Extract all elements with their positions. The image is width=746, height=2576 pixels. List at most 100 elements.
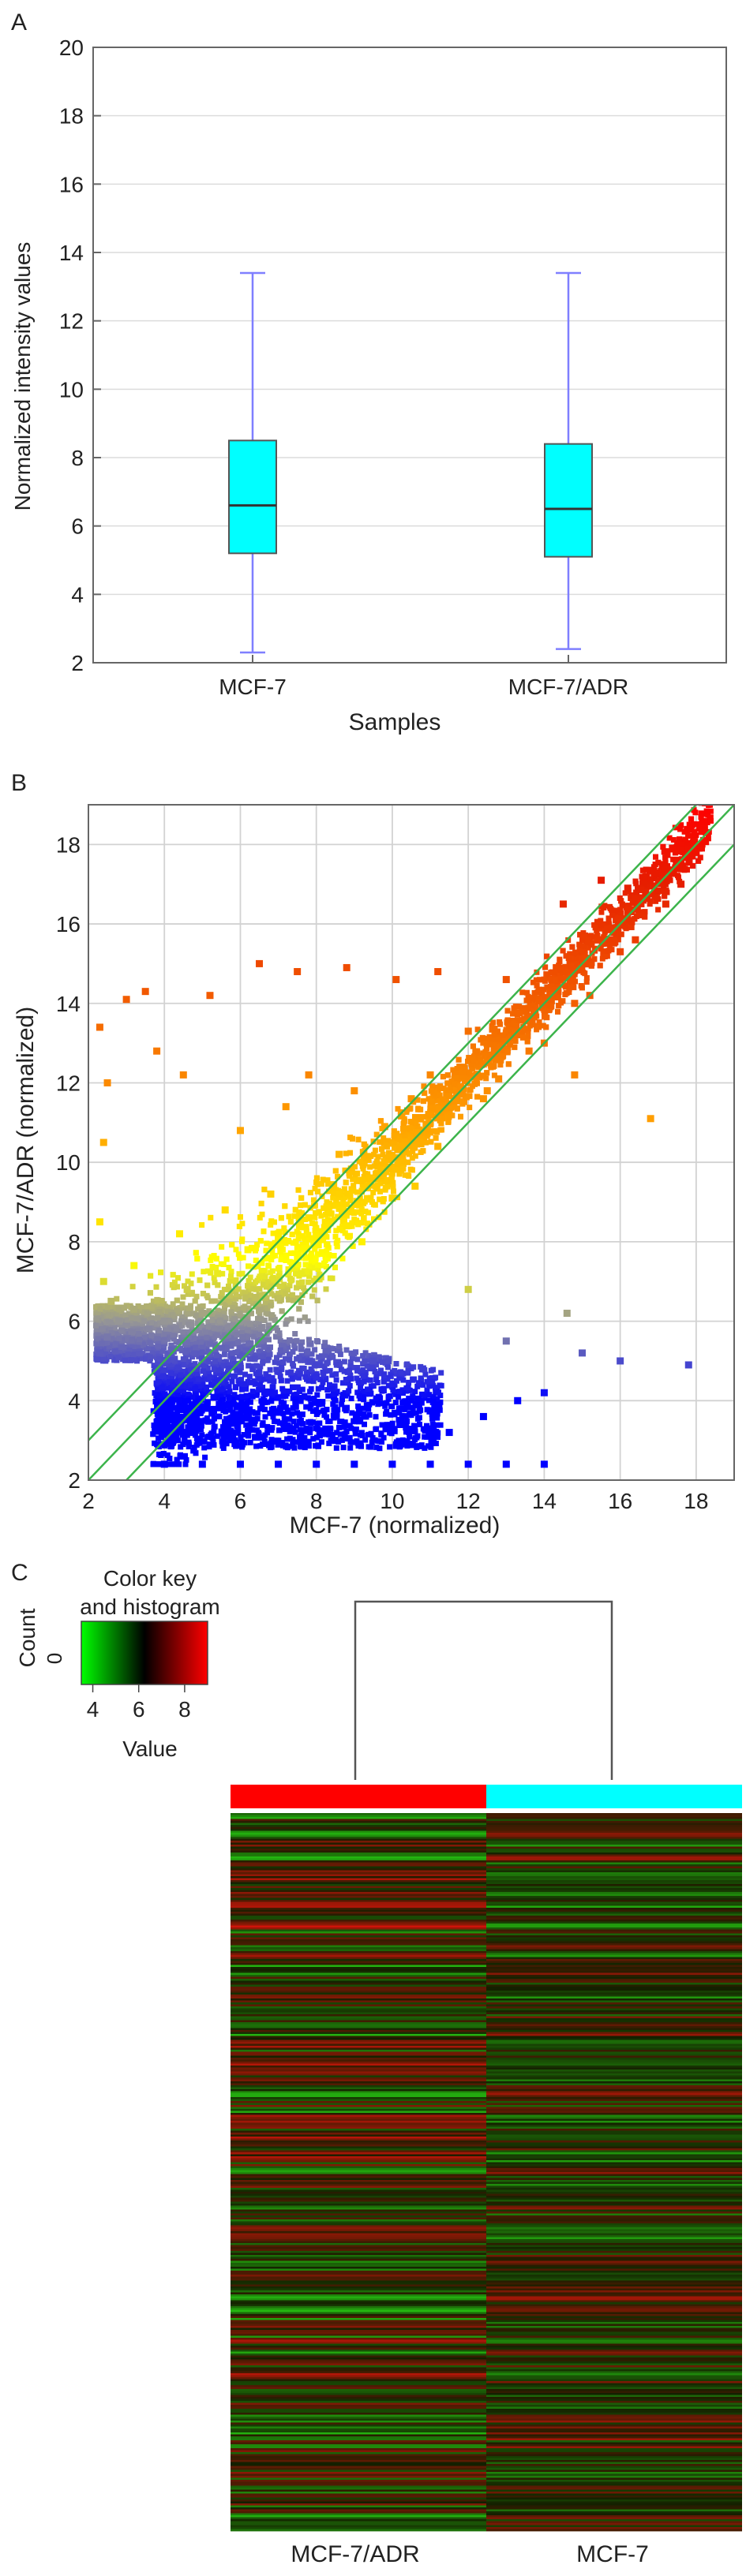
scatter-cloud-point	[579, 937, 586, 944]
scatter-cloud-point	[261, 1318, 268, 1323]
scatter-cloud-point	[281, 1225, 287, 1232]
scatter-cloud-point	[299, 1224, 306, 1231]
scatter-cloud-point	[265, 1262, 272, 1269]
scatter-cloud-point	[449, 1112, 455, 1119]
scatter-cloud-point	[294, 1254, 300, 1261]
scatter-cloud-point	[682, 843, 688, 849]
scatter-cloud-point	[585, 944, 591, 951]
scatter-cloud-point	[380, 1151, 386, 1157]
scatter-cloud-point	[652, 862, 658, 867]
scatter-cloud-point	[389, 1152, 395, 1157]
scatter-cloud-point	[484, 1045, 490, 1052]
scatter-cloud-point	[126, 1348, 133, 1354]
scatter-cloud-point	[537, 977, 542, 983]
scatter-cloud-point	[570, 984, 576, 990]
scatter-cloud-point	[302, 1314, 308, 1321]
scatter-cloud-point	[299, 1241, 306, 1247]
scatter-cloud-point	[370, 1190, 377, 1195]
scatter-cloud-point	[702, 823, 708, 829]
scatter-cloud-point	[255, 1263, 261, 1269]
scatter-cloud-point	[239, 1270, 246, 1277]
scatter-cloud-point	[171, 1317, 178, 1322]
scatter-cloud-point	[542, 964, 549, 970]
scatter-cloud-point	[291, 1297, 296, 1303]
scatter-cloud-point	[253, 1258, 259, 1263]
scatter-cloud-point	[515, 1018, 521, 1023]
scatter-cloud-point	[364, 1221, 370, 1227]
panel-a-label: A	[11, 9, 27, 36]
scatter-cloud-point	[95, 1332, 101, 1338]
scatter-cloud-point	[546, 1008, 553, 1014]
scatter-cloud-point	[259, 1211, 265, 1217]
scatter-cloud-point	[417, 1138, 423, 1145]
scatter-cloud-point	[703, 811, 709, 817]
scatter-cloud-point	[313, 1175, 320, 1181]
scatter-cloud-point	[698, 810, 704, 817]
scatter-cloud-point	[407, 1125, 413, 1131]
scatter-cloud-point	[289, 1292, 295, 1298]
scatter-cloud-point	[270, 1253, 276, 1259]
scatter-cloud-point	[645, 896, 651, 903]
scatter-cloud-point	[105, 1320, 111, 1326]
scatter-cloud-point	[437, 1092, 443, 1098]
scatter-cloud-point	[219, 1243, 225, 1250]
scatter-cloud-point	[261, 1255, 268, 1262]
scatter-cloud-point	[655, 888, 662, 894]
scatter-cloud-point	[519, 989, 526, 996]
scatter-cloud-point	[324, 1234, 330, 1240]
scatter-cloud-point	[298, 1221, 305, 1228]
scatter-cloud-point	[602, 921, 609, 927]
scatter-cloud-point	[306, 1273, 313, 1279]
scatter-cloud-point	[174, 1411, 180, 1416]
scatter-cloud-point	[622, 890, 628, 896]
scatter-cloud-point	[543, 1024, 549, 1030]
scatter-cloud-point	[278, 1378, 284, 1384]
scatter-cloud-point	[449, 1084, 455, 1090]
panel-a-y-tick-label: 16	[59, 172, 84, 196]
scatter-cloud-point	[276, 1283, 283, 1289]
scatter-cloud-point	[572, 951, 579, 957]
scatter-cloud-point	[318, 1213, 324, 1219]
scatter-cloud-point	[369, 1199, 375, 1205]
scatter-cloud-point	[633, 913, 639, 919]
scatter-cloud-point	[504, 1018, 511, 1024]
scatter-cloud-point	[562, 963, 568, 970]
scatter-cloud-point	[282, 1203, 288, 1209]
scatter-cloud-point	[227, 1277, 233, 1284]
scatter-cloud-point	[302, 1255, 309, 1262]
scatter-cloud-point	[164, 1350, 171, 1356]
scatter-cloud-point	[277, 1338, 283, 1344]
scatter-cloud-point	[298, 1202, 304, 1209]
scatter-cloud-point	[560, 948, 566, 954]
scatter-cloud-point	[672, 850, 678, 856]
scatter-cloud-point	[254, 1242, 261, 1248]
scatter-cloud-point	[303, 1224, 309, 1230]
scatter-cloud-point	[661, 849, 667, 855]
scatter-cloud-point	[212, 1279, 218, 1285]
scatter-cloud-point	[417, 1114, 423, 1120]
scatter-cloud-point	[324, 1199, 330, 1206]
scatter-cloud-point	[451, 1075, 457, 1082]
scatter-cloud-point	[634, 899, 640, 906]
scatter-cloud-point	[350, 1135, 355, 1142]
scatter-cloud-point	[601, 934, 607, 940]
scatter-cloud-point	[491, 1063, 497, 1069]
panel-a-y-tick-label: 10	[59, 377, 84, 402]
scatter-cloud-point	[288, 1262, 294, 1268]
scatter-cloud-point	[352, 1172, 358, 1178]
scatter-cloud-point	[349, 1169, 355, 1176]
scatter-cloud-point	[434, 1097, 440, 1104]
scatter-cloud-point	[556, 963, 562, 968]
scatter-cloud-point	[420, 1114, 426, 1120]
scatter-cloud-point	[355, 1221, 362, 1228]
scatter-cloud-point	[291, 1266, 297, 1272]
scatter-cloud-point	[391, 1132, 397, 1138]
scatter-cloud-point	[546, 989, 553, 995]
scatter-cloud-point	[423, 1139, 429, 1146]
scatter-cloud-point	[233, 1295, 239, 1302]
scatter-cloud-point	[317, 1277, 323, 1283]
scatter-cloud-point	[151, 1363, 157, 1369]
scatter-cloud-point	[255, 1315, 261, 1322]
scatter-cloud-point	[315, 1266, 321, 1272]
scatter-cloud-point	[284, 1317, 291, 1323]
